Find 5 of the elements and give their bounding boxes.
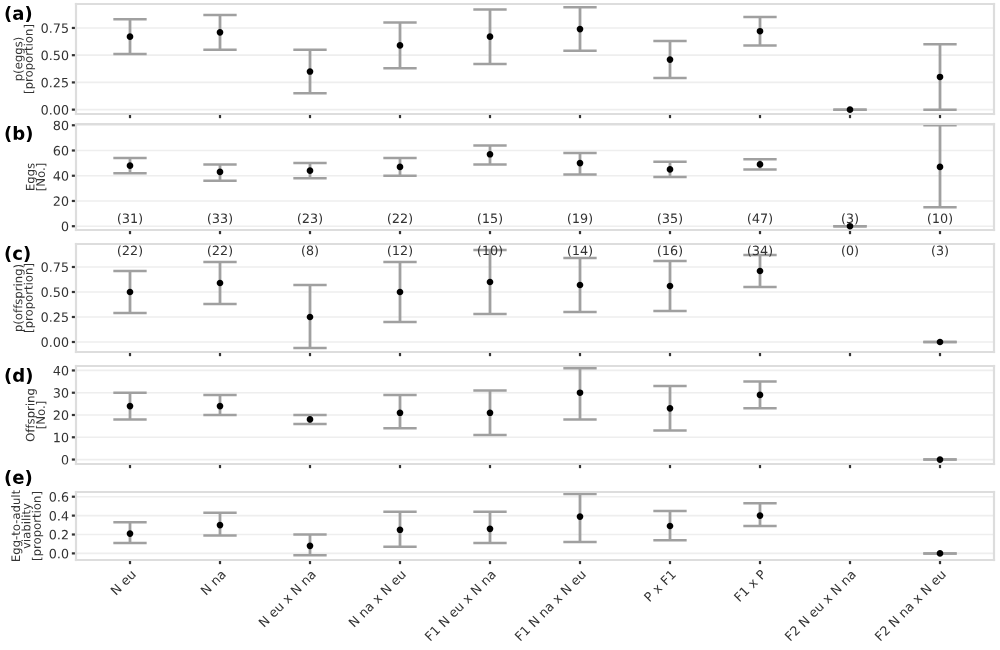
chart-title: (e)	[5, 470, 32, 487]
chart-title: (a)	[5, 6, 32, 23]
chart-title: (c)	[5, 246, 30, 263]
chart-title: (b)	[5, 126, 32, 143]
chart-title: (d)	[5, 368, 32, 385]
